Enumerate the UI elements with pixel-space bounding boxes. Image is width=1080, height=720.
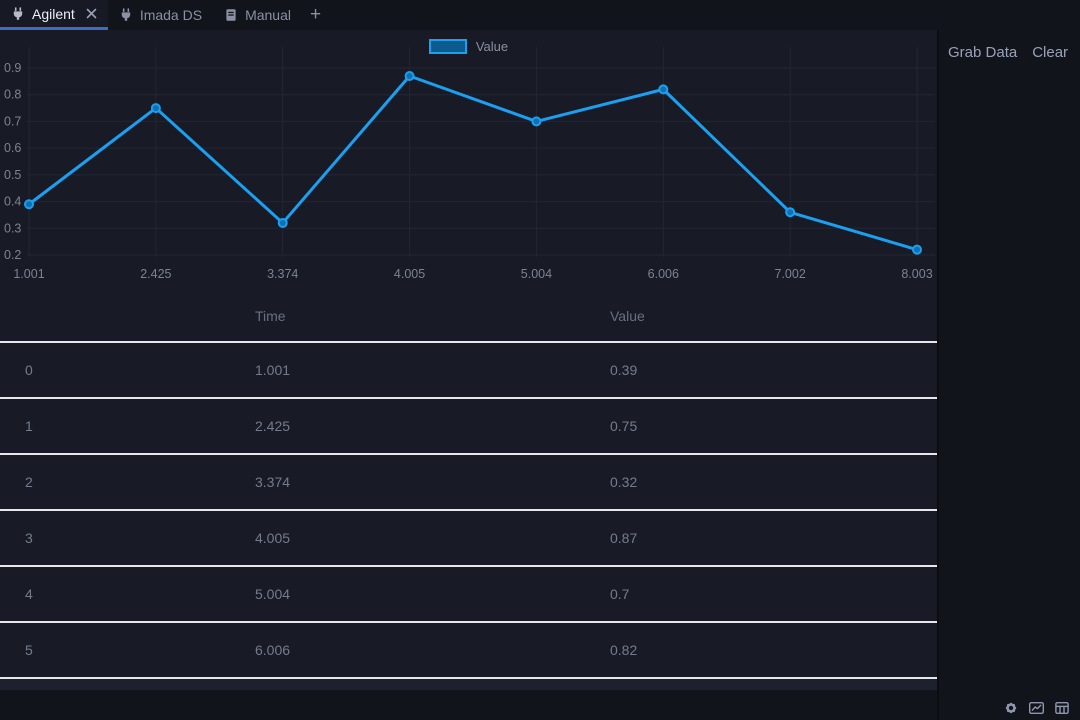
data-table: Time Value 0 1.001 0.39 1 2.425 0.75 2 3.374 0.3… (0, 290, 937, 690)
cell-value: 0.75 (610, 418, 638, 434)
cell-value: 0.82 (610, 642, 638, 658)
svg-text:5.004: 5.004 (521, 267, 552, 281)
plug-icon (11, 6, 25, 21)
line-chart-icon[interactable] (1028, 700, 1045, 716)
tab-bar: Agilent Imada DS Manual + (0, 0, 1080, 30)
status-bar (1003, 700, 1070, 716)
table-row: 0 1.001 0.39 (0, 341, 937, 397)
tab-label: Agilent (32, 5, 75, 22)
table-row: 5 6.006 0.82 (0, 621, 937, 677)
table-row: 1 2.425 0.75 (0, 397, 937, 453)
svg-text:0.2: 0.2 (4, 248, 21, 262)
tab-manual[interactable]: Manual (213, 0, 302, 30)
chart-area: Value 0.2 0.3 0.4 0.5 0.6 0.7 0.8 0.9 1.001 2.425… (0, 30, 937, 290)
table-body: 0 1.001 0.39 1 2.425 0.75 2 3.374 0.32 3 4.005 0.87… (0, 341, 937, 690)
cell-index: 2 (25, 474, 33, 490)
svg-text:0.7: 0.7 (4, 114, 21, 128)
cell-value: 0.87 (610, 530, 638, 546)
book-icon (224, 8, 238, 22)
table-row: 2 3.374 0.32 (0, 453, 937, 509)
svg-text:0.8: 0.8 (4, 88, 21, 102)
cell-index: 3 (25, 530, 33, 546)
table-row: 4 5.004 0.7 (0, 565, 937, 621)
svg-text:7.002: 7.002 (775, 267, 806, 281)
cell-index: 0 (25, 362, 33, 378)
cell-index: 4 (25, 586, 33, 602)
cell-index: 5 (25, 642, 33, 658)
svg-text:6.006: 6.006 (648, 267, 679, 281)
cell-time: 5.004 (255, 586, 291, 602)
cell-time: 4.005 (255, 530, 291, 546)
line-chart: 0.2 0.3 0.4 0.5 0.6 0.7 0.8 0.9 1.001 2.425 3.374 4… (4, 47, 935, 281)
cell-value: 0.32 (610, 474, 638, 490)
plug-icon (119, 8, 133, 22)
svg-text:1.001: 1.001 (13, 267, 44, 281)
table-row-partial (0, 677, 937, 690)
cell-value: 0.7 (610, 586, 630, 602)
svg-text:0.6: 0.6 (4, 141, 21, 155)
svg-text:2.425: 2.425 (140, 267, 171, 281)
legend-swatch (428, 39, 467, 54)
cell-time: 2.425 (255, 418, 291, 434)
cell-time: 1.001 (255, 362, 291, 378)
close-icon[interactable] (86, 8, 97, 19)
actions-toolbar: Grab Data Clear (939, 30, 1080, 61)
svg-text:0.5: 0.5 (4, 168, 21, 182)
svg-text:0.3: 0.3 (4, 221, 21, 235)
main-panel: Value 0.2 0.3 0.4 0.5 0.6 0.7 0.8 0.9 1.001 2.425… (0, 30, 937, 690)
table-row: 3 4.005 0.87 (0, 509, 937, 565)
column-header-time: Time (255, 307, 286, 324)
svg-text:0.4: 0.4 (4, 195, 21, 209)
column-header-value: Value (610, 307, 645, 324)
svg-text:8.003: 8.003 (901, 267, 932, 281)
table-header: Time Value (0, 290, 937, 341)
table-icon[interactable] (1054, 700, 1070, 716)
grab-data-button[interactable]: Grab Data (948, 44, 1018, 61)
legend-label: Value (475, 39, 509, 54)
tab-label: Manual (245, 7, 291, 23)
svg-text:3.374: 3.374 (267, 267, 298, 281)
gear-icon[interactable] (1003, 700, 1019, 716)
chart-legend[interactable]: Value (0, 39, 937, 54)
tab-imada-ds[interactable]: Imada DS (108, 0, 213, 30)
cell-value: 0.39 (610, 362, 638, 378)
cell-index: 1 (25, 418, 33, 434)
add-tab-button[interactable]: + (309, 4, 322, 25)
side-panel: Grab Data Clear (937, 30, 1080, 720)
svg-text:0.9: 0.9 (4, 61, 21, 75)
tab-label: Imada DS (139, 7, 203, 23)
tab-agilent[interactable]: Agilent (0, 0, 108, 30)
svg-text:4.005: 4.005 (394, 267, 425, 281)
cell-time: 6.006 (255, 642, 291, 658)
clear-button[interactable]: Clear (1032, 44, 1069, 61)
cell-time: 3.374 (255, 474, 291, 490)
